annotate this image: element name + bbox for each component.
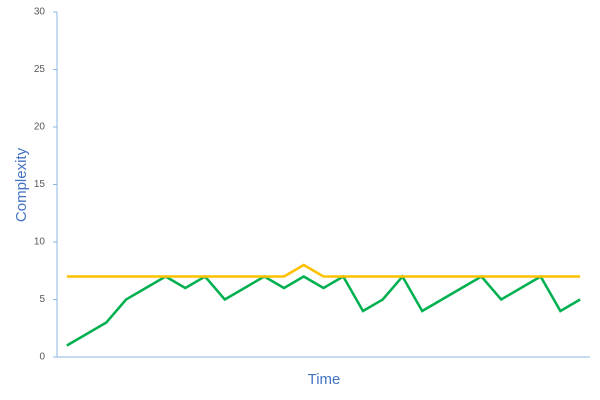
series-line (66, 274, 581, 347)
y-tick-label: 5 (39, 294, 45, 305)
y-axis-title: Complexity (13, 147, 30, 222)
x-axis-title: Time (308, 371, 341, 388)
y-tick-label: 30 (34, 7, 46, 18)
series-line (66, 263, 581, 278)
y-tick-label: 25 (34, 64, 46, 75)
y-tick-label: 20 (34, 122, 46, 133)
y-tick-label: 0 (39, 352, 45, 363)
y-tick-label: 15 (34, 179, 46, 190)
y-tick-label: 10 (34, 237, 46, 248)
